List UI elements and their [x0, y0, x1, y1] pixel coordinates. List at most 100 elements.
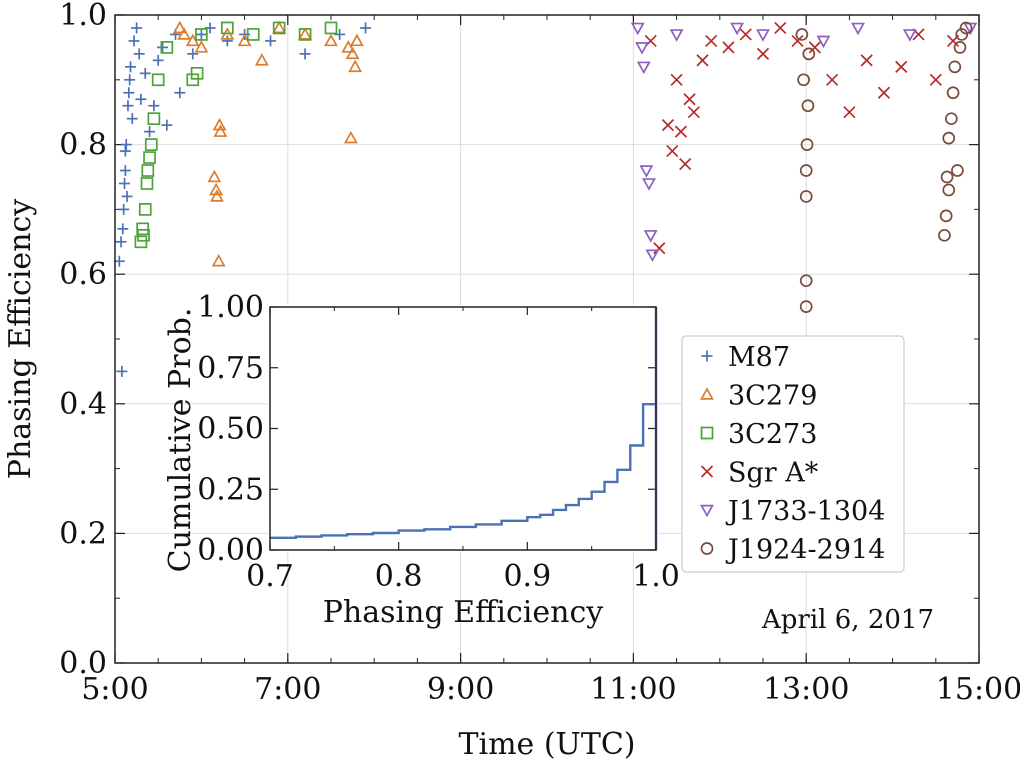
main-x-tick-label: 11:00	[590, 672, 676, 707]
inset-x-tick-label: 0.9	[503, 559, 551, 594]
point-j1924-2914	[948, 60, 962, 74]
main-x-tick-label: 9:00	[427, 672, 494, 707]
point-j1733-1304	[630, 22, 645, 36]
main-x-tick-label: 7:00	[254, 672, 321, 707]
point-sgr-a-b	[687, 106, 700, 119]
main-y-tick-label: 0.0	[59, 646, 107, 681]
point-3c273	[246, 28, 260, 41]
inset-y-tick-label: 0.50	[197, 412, 264, 447]
main-y-tick-label: 0.2	[59, 516, 107, 551]
point-j1733-1304	[643, 230, 658, 243]
point-sgr-a-b	[912, 28, 925, 41]
point-j1733-1304	[645, 249, 660, 263]
point-3c273	[272, 21, 286, 35]
point-3c273	[160, 41, 174, 54]
point-3c273	[141, 164, 155, 177]
point-sgr-a-b	[826, 73, 839, 86]
point-j1733-1304	[902, 29, 917, 42]
point-sgr-a	[826, 73, 839, 86]
legend-marker-3c273	[700, 426, 714, 440]
point-sgr-a-b	[739, 28, 752, 41]
point-m87	[152, 54, 164, 66]
point-sgr-a-b	[674, 125, 688, 138]
main-y-tick-label: 0.8	[59, 128, 107, 163]
main-x-tick-label: 13:00	[763, 672, 849, 707]
point-3c279	[177, 27, 192, 40]
point-3c279	[172, 20, 187, 34]
point-m87	[144, 126, 156, 138]
point-j1924-2914	[955, 28, 969, 41]
point-3c279	[348, 59, 363, 73]
point-m87	[139, 67, 151, 79]
point-j1924-2914	[799, 164, 813, 177]
point-3c279	[298, 27, 313, 40]
point-3c279	[343, 130, 358, 144]
point-sgr-a	[683, 93, 696, 106]
point-sgr-a	[674, 125, 688, 138]
point-j1733-1304	[639, 165, 654, 178]
legend-marker-j1924-2914	[700, 542, 714, 555]
point-sgr-a-b	[774, 21, 787, 35]
point-3c273	[186, 73, 200, 87]
point-m87	[119, 145, 131, 157]
point-3c273	[151, 73, 165, 87]
point-m87	[221, 35, 233, 47]
point-sgr-a	[895, 60, 908, 73]
point-j1924-2914	[953, 41, 967, 54]
point-3c273	[136, 222, 149, 236]
point-sgr-a	[687, 106, 700, 119]
point-m87	[133, 48, 145, 60]
point-sgr-a-b	[895, 60, 908, 73]
legend-marker-j1733-1304	[700, 504, 714, 518]
point-j1924-2914	[951, 164, 964, 177]
point-j1924-2914	[799, 190, 813, 203]
point-j1924-2914	[800, 138, 814, 151]
point-m87	[122, 100, 134, 112]
series-sgr-a	[644, 21, 960, 255]
point-3c279	[209, 182, 224, 196]
point-m87	[124, 74, 136, 86]
point-j1924-2914	[945, 112, 958, 126]
point-sgr-a	[756, 47, 770, 60]
point-sgr-a	[929, 73, 942, 86]
point-m87	[121, 190, 133, 202]
point-3c273	[190, 66, 204, 80]
point-j1733-1304	[756, 29, 770, 42]
point-sgr-a-b	[791, 34, 804, 48]
point-j1733-1304	[851, 22, 865, 36]
inset-plot-frame	[269, 306, 657, 551]
main-axis-ticks: 5:00 7:00 9:00 11:00 13:00 15:00 0.0 0.2 0.4 0.6 0…	[59, 0, 1020, 707]
point-j1924-2914	[797, 73, 810, 87]
point-m87	[204, 22, 216, 34]
point-3c279	[341, 40, 356, 53]
inset-cdf-chart: 0.7 0.8 0.9 1.0 0.00 0.25 0.50 0.75 1.00 Phasing…	[163, 290, 680, 630]
point-j1924-2914	[938, 228, 951, 242]
point-sgr-a-b	[843, 106, 856, 119]
inset-x-tick-label: 1.0	[632, 559, 680, 594]
point-m87	[125, 61, 137, 73]
main-plot-frame	[114, 14, 980, 664]
point-3c273	[220, 21, 234, 35]
point-sgr-a-b	[679, 157, 692, 171]
point-3c273	[138, 203, 152, 216]
point-m87	[135, 93, 147, 105]
point-sgr-a	[860, 54, 873, 67]
point-sgr-a-b	[929, 73, 942, 86]
point-m87	[265, 35, 277, 47]
point-3c279	[194, 40, 209, 53]
point-j1924-2914	[942, 131, 956, 145]
point-m87	[118, 203, 130, 215]
inset-axis-ticks: 0.7 0.8 0.9 1.0 0.00 0.25 0.50 0.75 1.00	[197, 290, 680, 594]
legend-box	[681, 335, 905, 573]
point-m87	[120, 139, 132, 151]
point-sgr-a-b	[705, 34, 718, 48]
main-y-axis-title: Phasing Efficiency	[3, 199, 38, 480]
inset-x-tick-label: 0.7	[246, 559, 294, 594]
point-j1924-2914	[946, 86, 960, 100]
point-m87	[126, 113, 138, 125]
inset-y-tick-label: 1.00	[197, 290, 264, 325]
point-3c273	[143, 151, 156, 164]
point-m87	[117, 223, 129, 235]
point-3c273	[134, 235, 148, 249]
